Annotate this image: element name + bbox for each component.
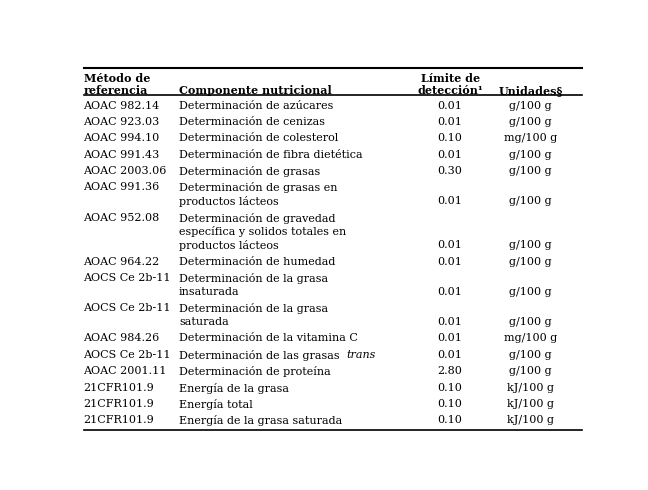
Text: trans: trans	[347, 350, 376, 360]
Text: AOAC 2001.11: AOAC 2001.11	[84, 366, 167, 376]
Text: Determinación de grasas: Determinación de grasas	[179, 166, 320, 177]
Text: Determinación de las grasas: Determinación de las grasas	[179, 350, 343, 361]
Text: AOAC 982.14: AOAC 982.14	[84, 100, 160, 111]
Text: 0.01: 0.01	[437, 287, 463, 297]
Text: referencia: referencia	[84, 85, 148, 96]
Text: específica y solidos totales en: específica y solidos totales en	[179, 226, 346, 238]
Text: AOCS Ce 2b-11: AOCS Ce 2b-11	[84, 350, 171, 360]
Text: 0.01: 0.01	[437, 240, 463, 250]
Text: 0.01: 0.01	[437, 350, 463, 360]
Text: g/100 g: g/100 g	[509, 317, 552, 327]
Text: kJ/100 g: kJ/100 g	[507, 415, 554, 425]
Text: detección¹: detección¹	[417, 85, 483, 96]
Text: Límite de: Límite de	[421, 73, 480, 84]
Text: 0.30: 0.30	[437, 166, 463, 176]
Text: g/100 g: g/100 g	[509, 196, 552, 206]
Text: insaturada: insaturada	[179, 287, 240, 297]
Text: Energía de la grasa: Energía de la grasa	[179, 383, 289, 393]
Text: AOCS Ce 2b-11: AOCS Ce 2b-11	[84, 303, 171, 313]
Text: AOAC 2003.06: AOAC 2003.06	[84, 166, 167, 176]
Text: Determinación de gravedad: Determinación de gravedad	[179, 213, 336, 223]
Text: g/100 g: g/100 g	[509, 166, 552, 176]
Text: AOCS Ce 2b-11: AOCS Ce 2b-11	[84, 273, 171, 283]
Text: AOAC 952.08: AOAC 952.08	[84, 213, 160, 222]
Text: AOAC 994.10: AOAC 994.10	[84, 133, 160, 143]
Text: 0.01: 0.01	[437, 317, 463, 327]
Text: Determinación de colesterol: Determinación de colesterol	[179, 133, 338, 143]
Text: Determinación de la vitamina C: Determinación de la vitamina C	[179, 334, 358, 343]
Text: 0.01: 0.01	[437, 100, 463, 111]
Text: g/100 g: g/100 g	[509, 350, 552, 360]
Text: 0.01: 0.01	[437, 196, 463, 206]
Text: 21CFR101.9: 21CFR101.9	[84, 383, 154, 392]
Text: mg/100 g: mg/100 g	[504, 133, 557, 143]
Text: saturada: saturada	[179, 317, 229, 327]
Text: g/100 g: g/100 g	[509, 100, 552, 111]
Text: g/100 g: g/100 g	[509, 117, 552, 127]
Text: kJ/100 g: kJ/100 g	[507, 383, 554, 392]
Text: Determinación de proteína: Determinación de proteína	[179, 366, 330, 377]
Text: Determinación de azúcares: Determinación de azúcares	[179, 100, 333, 111]
Text: Energía total: Energía total	[179, 399, 253, 410]
Text: Determinación de humedad: Determinación de humedad	[179, 257, 335, 267]
Text: kJ/100 g: kJ/100 g	[507, 399, 554, 409]
Text: 0.10: 0.10	[437, 133, 463, 143]
Text: Método de: Método de	[84, 73, 150, 84]
Text: g/100 g: g/100 g	[509, 366, 552, 376]
Text: Determinación de fibra dietética: Determinación de fibra dietética	[179, 149, 362, 160]
Text: g/100 g: g/100 g	[509, 287, 552, 297]
Text: 0.10: 0.10	[437, 399, 463, 409]
Text: g/100 g: g/100 g	[509, 240, 552, 250]
Text: Determinación de la grasa: Determinación de la grasa	[179, 273, 328, 284]
Text: AOAC 991.36: AOAC 991.36	[84, 182, 160, 193]
Text: 0.01: 0.01	[437, 334, 463, 343]
Text: 21CFR101.9: 21CFR101.9	[84, 415, 154, 425]
Text: 2.80: 2.80	[437, 366, 463, 376]
Text: AOAC 964.22: AOAC 964.22	[84, 257, 160, 267]
Text: 0.01: 0.01	[437, 149, 463, 160]
Text: Determinación de cenizas: Determinación de cenizas	[179, 117, 325, 127]
Text: 21CFR101.9: 21CFR101.9	[84, 399, 154, 409]
Text: AOAC 984.26: AOAC 984.26	[84, 334, 160, 343]
Text: Determinación de la grasa: Determinación de la grasa	[179, 303, 328, 314]
Text: Componente nutricional: Componente nutricional	[179, 85, 332, 96]
Text: Unidades§: Unidades§	[498, 85, 562, 96]
Text: productos lácteos: productos lácteos	[179, 196, 279, 207]
Text: AOAC 991.43: AOAC 991.43	[84, 149, 160, 160]
Text: Determinación de grasas en: Determinación de grasas en	[179, 182, 338, 194]
Text: AOAC 923.03: AOAC 923.03	[84, 117, 160, 127]
Text: 0.10: 0.10	[437, 383, 463, 392]
Text: mg/100 g: mg/100 g	[504, 334, 557, 343]
Text: g/100 g: g/100 g	[509, 149, 552, 160]
Text: Energía de la grasa saturada: Energía de la grasa saturada	[179, 415, 342, 426]
Text: productos lácteos: productos lácteos	[179, 240, 279, 251]
Text: g/100 g: g/100 g	[509, 257, 552, 267]
Text: 0.10: 0.10	[437, 415, 463, 425]
Text: 0.01: 0.01	[437, 257, 463, 267]
Text: 0.01: 0.01	[437, 117, 463, 127]
